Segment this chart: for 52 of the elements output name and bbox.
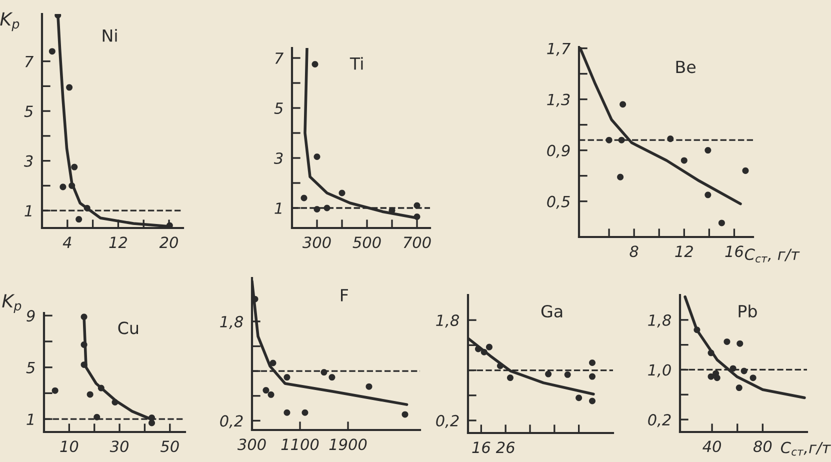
y-tick-label: 1 — [26, 414, 34, 425]
x-tick-label: 10 — [60, 440, 78, 452]
x-tick-label: 20 — [159, 236, 178, 248]
x-tick-label: 300 — [237, 438, 266, 450]
y-tick-label: 1,8 — [220, 316, 244, 330]
y-tick-label: 5 — [274, 102, 283, 114]
y-tick-label: 0,5 — [547, 196, 570, 209]
x-tick-label: 1900 — [329, 438, 367, 450]
y-tick-label: 1,3 — [547, 94, 570, 107]
x-tick-label: 700 — [404, 236, 431, 248]
x-tick-label: 50 — [160, 440, 179, 452]
chart-title: Cu — [118, 322, 138, 334]
x-tick-label: 12 — [109, 236, 127, 248]
text: Be — [676, 60, 696, 74]
y-tick-label: 1,8 — [436, 314, 460, 328]
x-tick-label: 300 — [302, 236, 331, 248]
y-tick-label: 1,7 — [547, 42, 571, 56]
x-tick-label: 80 — [753, 440, 772, 452]
y-tick-label: 0,9 — [547, 144, 570, 158]
y-tick-label: 0,2 — [648, 414, 671, 428]
y-tick-label: 0,2 — [436, 414, 459, 428]
y-tick-label: 3 — [24, 155, 33, 167]
chart-title: Pb — [738, 304, 757, 318]
y-tick-label: 9 — [26, 310, 35, 322]
x-tick-label: 16 — [725, 246, 744, 258]
x-tick-label: 12 — [675, 246, 693, 257]
x-tick-label: 16 — [472, 442, 490, 454]
y-tick-label: 7 — [25, 56, 34, 68]
x-tick-label: 1100 — [281, 438, 319, 450]
text: Ni — [102, 28, 117, 42]
x-axis-title: C$_{ст}$, г/т — [744, 248, 800, 263]
x-tick-label: 4 — [62, 236, 72, 248]
x-tick-label: 30 — [110, 440, 128, 452]
y-tick-label: 5 — [24, 106, 33, 118]
y-axis-title: K$_{р}$ — [2, 294, 22, 313]
y-tick-label: 3 — [274, 152, 283, 164]
x-axis-title: C$_{ст}$,г/т — [780, 442, 831, 456]
y-tick-label: 7 — [275, 52, 284, 64]
x-tick-label: 26 — [496, 442, 515, 454]
y-tick-label: 1,0 — [648, 364, 671, 378]
x-tick-label: 500 — [352, 236, 381, 248]
y-tick-label: 1 — [274, 202, 282, 214]
y-tick-label: 1 — [24, 205, 32, 216]
y-tick-label: 1,8 — [648, 314, 672, 328]
y-tick-label: 0,2 — [220, 415, 243, 428]
x-tick-label: 40 — [702, 440, 721, 452]
y-tick-label: 5 — [26, 362, 35, 374]
chart-title: Ga — [541, 304, 562, 318]
chart-title: Ti — [350, 57, 363, 70]
y-axis-title: K$_{р}$ — [0, 12, 20, 32]
text: F — [340, 289, 348, 302]
x-tick-label: 8 — [630, 246, 638, 258]
